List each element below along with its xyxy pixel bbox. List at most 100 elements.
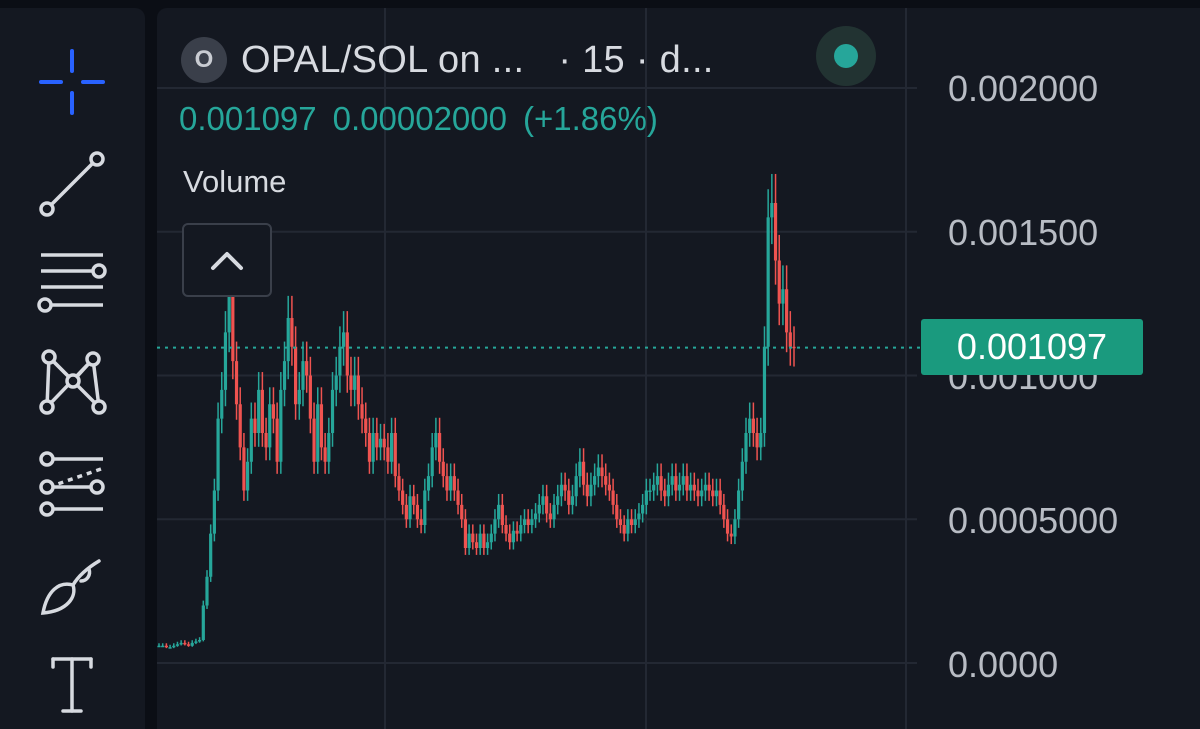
candle xyxy=(312,418,316,462)
candle xyxy=(168,647,172,649)
candle xyxy=(223,332,228,390)
collapse-legend-button[interactable] xyxy=(182,223,272,297)
candle xyxy=(692,484,696,491)
candle xyxy=(194,641,198,643)
candle xyxy=(397,476,401,491)
candle xyxy=(626,519,630,534)
candle xyxy=(674,476,678,491)
candle xyxy=(500,504,504,525)
candle xyxy=(338,346,342,376)
candle xyxy=(689,484,693,491)
candle xyxy=(334,375,338,390)
candle xyxy=(279,389,283,462)
candle xyxy=(788,332,792,347)
candle xyxy=(471,533,475,543)
candle xyxy=(157,645,161,648)
candle xyxy=(419,519,423,525)
candle xyxy=(718,490,722,505)
candle xyxy=(460,504,464,520)
candle xyxy=(725,519,730,534)
current-price-tag: 0.001097 xyxy=(921,319,1143,375)
candle xyxy=(781,289,785,304)
candle xyxy=(360,404,364,419)
candle xyxy=(367,433,372,462)
candle xyxy=(404,504,408,520)
candle xyxy=(415,504,420,520)
candle xyxy=(293,346,298,405)
pattern-tool[interactable] xyxy=(32,340,112,420)
candle xyxy=(268,404,272,448)
candle xyxy=(389,433,394,462)
candle xyxy=(751,418,755,433)
candles xyxy=(157,173,796,649)
candle xyxy=(253,418,257,433)
candle xyxy=(570,496,575,505)
candle xyxy=(161,645,165,648)
candle xyxy=(356,375,360,405)
candle xyxy=(722,504,726,520)
candle xyxy=(341,332,346,347)
crosshair-tool[interactable] xyxy=(32,42,112,122)
candle xyxy=(423,490,427,525)
trend-line-tool[interactable] xyxy=(32,144,112,224)
trend-line-icon xyxy=(39,151,105,217)
candle xyxy=(190,642,194,646)
forecast-tool[interactable] xyxy=(32,444,112,524)
candle xyxy=(212,490,216,534)
symbol-logo[interactable]: O xyxy=(181,37,227,83)
horizontal-lines-tool[interactable] xyxy=(32,242,112,322)
candle xyxy=(323,447,327,462)
candle xyxy=(644,490,648,505)
candle xyxy=(777,260,781,304)
pattern-icon xyxy=(39,349,107,415)
candle xyxy=(677,484,682,491)
candle xyxy=(497,504,501,520)
price-axis-label: 0.0000 xyxy=(948,644,1059,685)
candle xyxy=(666,484,671,497)
text-tool[interactable] xyxy=(32,644,112,724)
candle xyxy=(371,433,375,462)
candle xyxy=(286,318,290,362)
candle xyxy=(652,484,656,491)
candle xyxy=(330,389,335,433)
forecast-icon xyxy=(39,451,105,517)
brush-tool[interactable] xyxy=(32,546,112,626)
market-status[interactable] xyxy=(816,26,876,86)
candle xyxy=(641,504,645,514)
candle xyxy=(301,361,305,390)
candle xyxy=(633,519,637,525)
chart-panel[interactable]: O OPAL/SOL on ... · 15 · d... 0.001097 0.0… xyxy=(157,8,1200,729)
candle xyxy=(541,496,545,505)
candle xyxy=(581,461,586,485)
candle xyxy=(209,533,213,577)
candle xyxy=(478,533,482,548)
last-price: 0.001097 xyxy=(179,100,317,137)
candle xyxy=(179,642,183,645)
candle xyxy=(522,519,527,525)
candle xyxy=(282,361,287,390)
candle xyxy=(729,533,733,537)
candle xyxy=(386,447,390,462)
candle xyxy=(445,476,449,491)
volume-indicator-label[interactable]: Volume xyxy=(183,164,287,199)
candle xyxy=(246,461,250,491)
candle xyxy=(378,438,383,448)
candle xyxy=(227,289,231,333)
candle xyxy=(205,576,209,606)
candle xyxy=(349,375,353,390)
candle xyxy=(596,467,600,477)
candle xyxy=(740,461,744,491)
candle xyxy=(766,217,770,347)
candle xyxy=(685,476,689,491)
candle xyxy=(526,519,530,525)
candle xyxy=(508,533,512,543)
candle xyxy=(593,476,597,485)
candle xyxy=(611,490,615,505)
candle xyxy=(319,404,324,448)
symbol-title[interactable]: OPAL/SOL on ... · 15 · d... xyxy=(241,39,714,82)
candle xyxy=(681,476,685,485)
candle xyxy=(364,418,368,433)
price-chart[interactable] xyxy=(157,8,1200,729)
candle xyxy=(773,203,778,261)
text-icon xyxy=(51,657,93,713)
